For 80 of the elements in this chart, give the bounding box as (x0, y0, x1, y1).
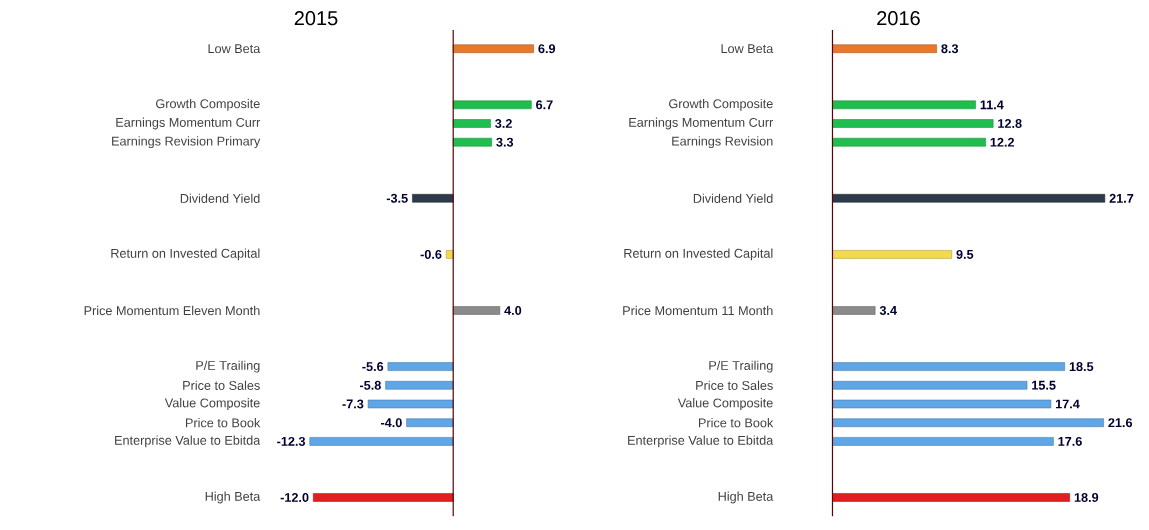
data-label: -5.6 (362, 362, 384, 372)
y-tick-label: Return on Invested Capital (111, 248, 260, 261)
bar (832, 437, 1054, 446)
data-label: 18.5 (1069, 362, 1094, 372)
data-label: 12.2 (990, 137, 1015, 147)
data-label: 4.0 (504, 306, 522, 315)
bar (832, 44, 937, 53)
data-label: 15.5 (1032, 380, 1056, 390)
y-tick-label: Earnings Momentum Curr (629, 117, 774, 130)
bar (452, 44, 534, 53)
data-label: 9.5 (956, 249, 974, 259)
bar (445, 250, 454, 259)
bar (452, 119, 491, 128)
bar (387, 362, 454, 371)
data-label: -12.3 (277, 436, 306, 446)
y-tick-label: Return on Invested Capital (624, 248, 773, 261)
data-label: 18.9 (1074, 493, 1099, 502)
bar (832, 399, 1052, 409)
y-tick-label: Price Momentum Eleven Month (84, 305, 260, 316)
data-label: -0.6 (420, 249, 442, 259)
bar (412, 194, 454, 203)
data-label: 6.9 (538, 44, 556, 54)
data-label: -4.0 (380, 418, 402, 428)
bar (452, 137, 492, 147)
chart-title: 2016 (877, 11, 920, 26)
y-tick-label: Growth Composite (669, 98, 773, 111)
bar (832, 137, 986, 147)
chart-title: 2015 (294, 11, 338, 26)
y-tick-label: Value Composite (164, 398, 260, 410)
y-tick-label: P/E Trailing (196, 360, 260, 373)
y-tick-label: Dividend Yield (180, 193, 260, 203)
bar (385, 381, 454, 390)
y-tick-label: Low Beta (721, 44, 774, 54)
bar (367, 399, 454, 409)
y-tick-label: High Beta (205, 491, 261, 504)
data-label: 3.2 (495, 119, 512, 128)
y-tick-label: Enterprise Value to Ebitda (115, 435, 261, 448)
bar (832, 381, 1028, 390)
y-tick-label: Price to Sales (183, 380, 260, 390)
y-tick-label: Dividend Yield (693, 193, 773, 203)
y-tick-label: Earnings Revision Primary (112, 136, 261, 149)
bar (313, 493, 454, 502)
y-tick-label: Enterprise Value to Ebitda (628, 435, 774, 448)
bar (832, 418, 1104, 427)
data-label: -5.8 (359, 380, 381, 390)
y-tick-label: High Beta (718, 491, 774, 504)
bar (452, 100, 532, 110)
data-label: 3.4 (879, 306, 897, 315)
data-label: 17.6 (1058, 436, 1082, 446)
y-tick-label: Earnings Revision (672, 136, 773, 149)
bar (832, 493, 1070, 502)
y-tick-label: Price to Book (699, 418, 774, 428)
bar (832, 194, 1106, 203)
bar (309, 437, 454, 446)
y-tick-label: P/E Trailing (709, 360, 773, 373)
data-label: 8.3 (941, 44, 959, 54)
y-tick-label: Price to Book (186, 418, 261, 428)
data-label: 12.8 (998, 119, 1022, 128)
bar (832, 250, 952, 259)
y-tick-label: Growth Composite (156, 98, 260, 111)
data-label: 6.7 (536, 100, 553, 110)
bar (832, 100, 976, 110)
bar (452, 306, 501, 315)
data-label: 11.4 (980, 100, 1004, 110)
y-tick-label: Value Composite (677, 398, 773, 410)
data-label: 3.3 (496, 137, 514, 147)
data-label: 21.6 (1108, 418, 1133, 428)
y-tick-label: Low Beta (208, 44, 261, 54)
y-tick-label: Earnings Momentum Curr (116, 117, 261, 130)
bar (832, 306, 876, 315)
y-tick-label: Price to Sales (696, 380, 773, 390)
data-label: 17.4 (1055, 399, 1080, 409)
bar (832, 362, 1065, 371)
data-label: 21.7 (1109, 193, 1134, 203)
y-tick-label: Price Momentum 11 Month (623, 305, 773, 316)
bar (406, 418, 454, 427)
data-label: -7.3 (342, 399, 364, 409)
data-label: -12.0 (280, 493, 309, 502)
bar (832, 119, 994, 128)
data-label: -3.5 (386, 193, 408, 203)
